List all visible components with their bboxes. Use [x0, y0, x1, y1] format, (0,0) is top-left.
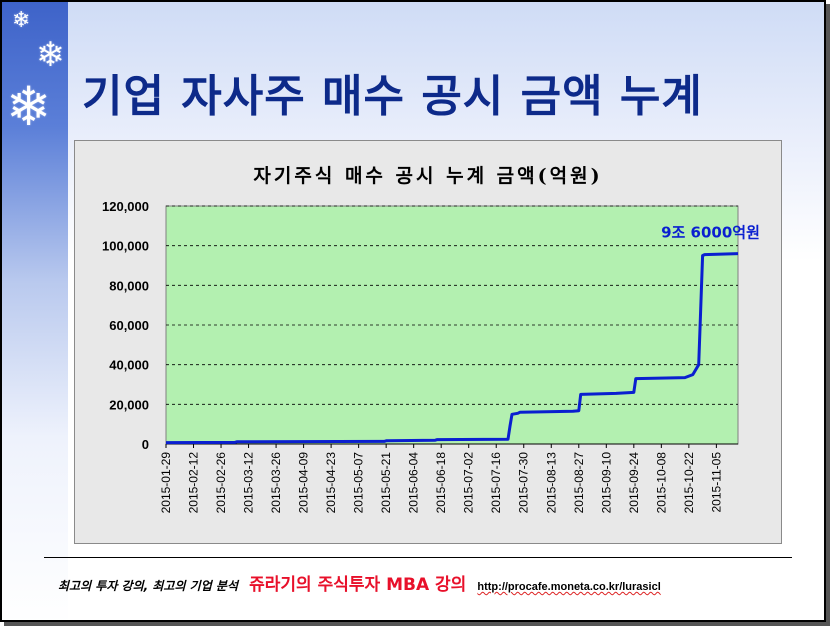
x-tick-label: 2015-07-30: [517, 452, 531, 514]
footer-brand: 쥬라기의 주식투자 MBA 강의: [249, 575, 467, 595]
snowflake-icon: ❄: [36, 35, 65, 75]
x-tick-label: 2015-08-13: [544, 452, 558, 514]
x-tick-label: 2015-01-29: [159, 452, 173, 514]
chart-title: 자기주식 매수 공시 누계 금액(억원): [253, 165, 603, 187]
x-tick-label: 2015-07-02: [462, 452, 476, 514]
chart-annotation: 9조 6000억원: [661, 224, 760, 242]
x-tick-label: 2015-07-16: [489, 452, 503, 514]
y-tick-label: 100,000: [102, 239, 149, 254]
x-tick-label: 2015-05-07: [352, 452, 366, 514]
chart-frame: 자기주식 매수 공시 누계 금액(억원) 0 20,000 40,000 60,000…: [74, 140, 782, 544]
x-tick-label: 2015-09-10: [599, 452, 613, 514]
footer-tagline: 최고의 투자 강의, 최고의 기업 분석: [58, 579, 239, 593]
x-tick-label: 2015-09-24: [627, 452, 641, 514]
x-tick-label: 2015-04-09: [297, 452, 311, 514]
footer: 최고의 투자 강의, 최고의 기업 분석 쥬라기의 주식투자 MBA 강의 ht…: [58, 570, 661, 595]
slide-title: 기업 자사주 매수 공시 금액 누계: [82, 71, 703, 122]
y-tick-label: 40,000: [109, 358, 149, 373]
y-tick-label: 20,000: [109, 397, 149, 412]
x-tick-label: 2015-08-27: [572, 452, 586, 514]
x-tick-label: 2015-02-12: [187, 452, 201, 514]
x-tick-label: 2015-06-18: [434, 452, 448, 514]
x-tick-label: 2015-05-21: [379, 452, 393, 514]
series-line: [165, 252, 739, 445]
x-tick-label: 2015-06-04: [407, 452, 421, 514]
slide-shadow: [826, 4, 830, 626]
snowflake-icon: ❄: [6, 75, 52, 138]
x-tick-label: 2015-03-26: [269, 452, 283, 514]
footer-url[interactable]: http://procafe.moneta.co.kr/lurasicl: [477, 581, 661, 593]
y-tick-label: 0: [142, 437, 149, 452]
x-tick-label: 2015-10-22: [682, 452, 696, 514]
chart: 0 20,000 40,000 60,000 80,000 100,000 120,000 2…: [102, 199, 760, 514]
x-tick-label: 2015-04-23: [324, 452, 338, 514]
x-tick-label: 2015-02-26: [214, 452, 228, 514]
x-tick-label: 2015-10-08: [654, 452, 668, 514]
snowflake-decoration: ❄ ❄ ❄: [2, 2, 68, 620]
footer-divider: [44, 557, 792, 558]
snowflake-icon: ❄: [12, 8, 31, 33]
x-tick-label: 2015-03-12: [242, 452, 256, 514]
y-tick-label: 80,000: [109, 278, 149, 293]
y-tick-label: 120,000: [102, 199, 149, 214]
x-tick-label: 2015-11-05: [709, 452, 723, 513]
y-tick-label: 60,000: [109, 318, 149, 333]
slide-shadow: [4, 622, 830, 626]
